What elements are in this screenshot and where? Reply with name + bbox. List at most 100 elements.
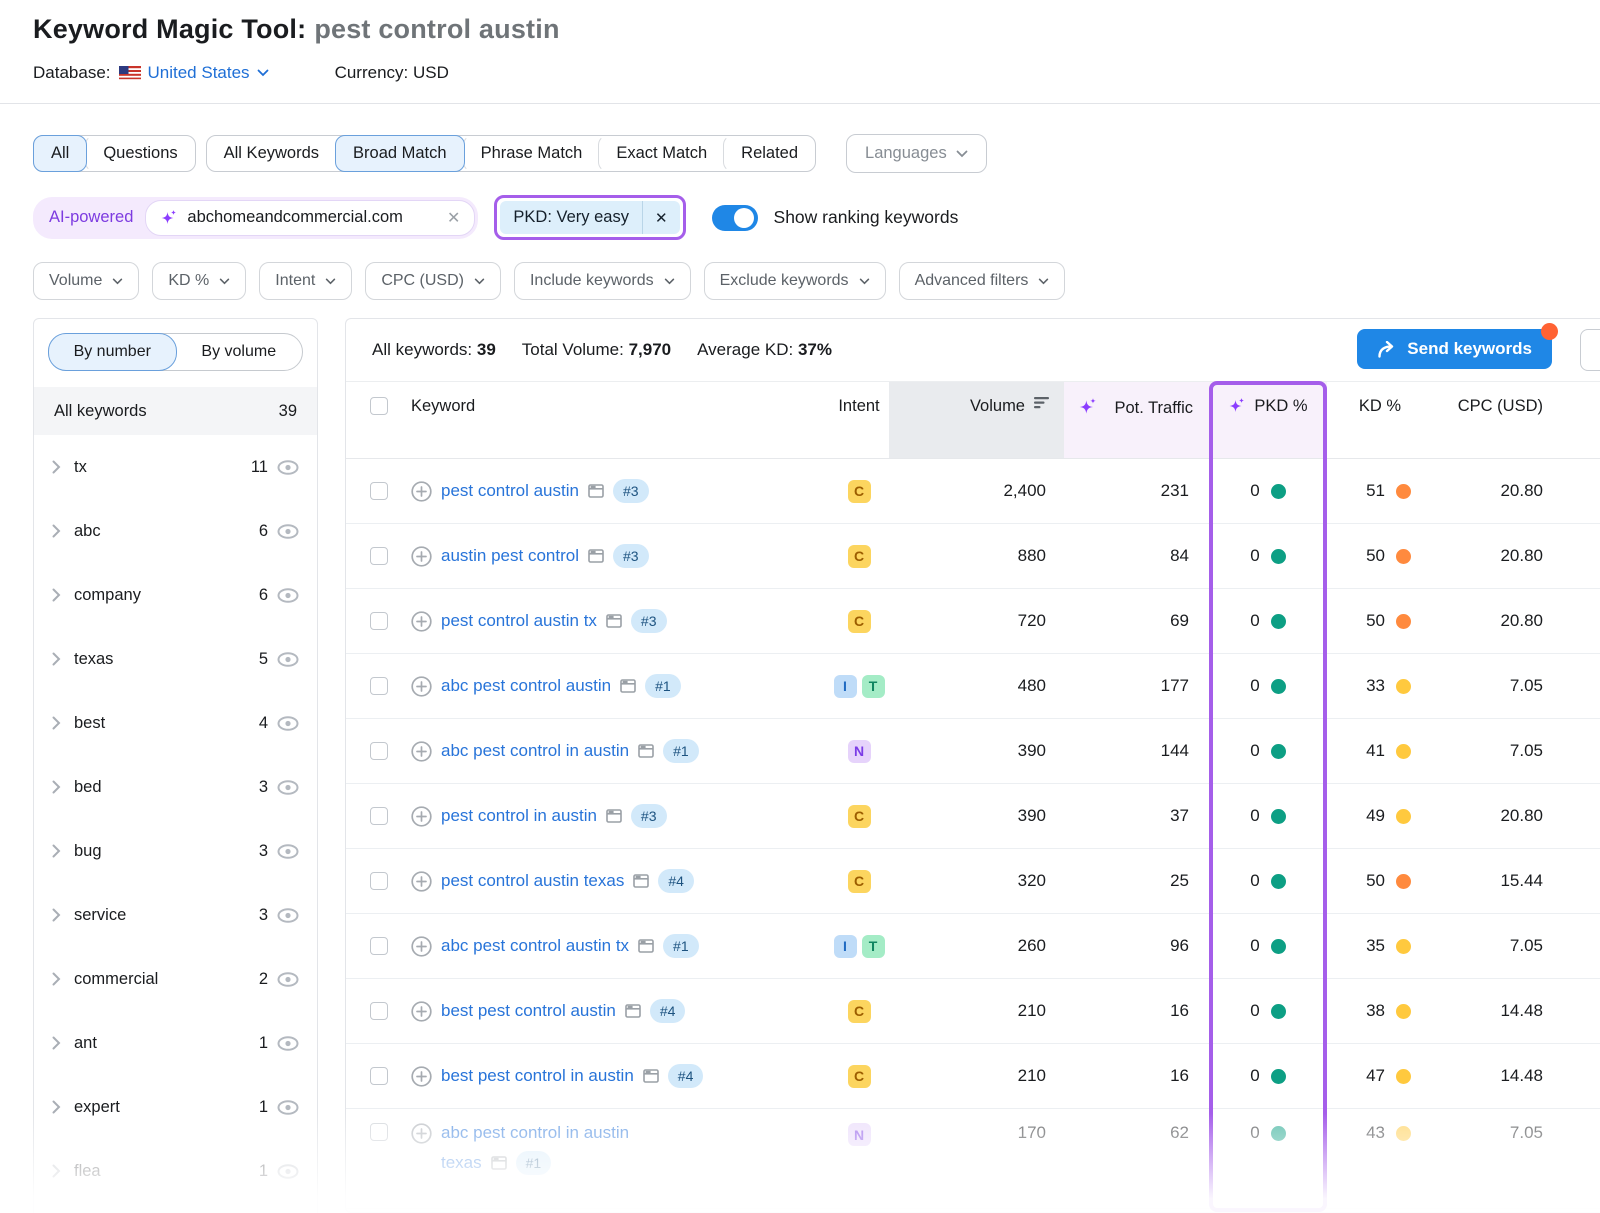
serp-preview-icon[interactable] <box>642 1069 659 1083</box>
row-checkbox[interactable] <box>369 612 388 630</box>
eye-icon[interactable] <box>277 715 299 731</box>
keyword-link[interactable]: abc pest control in austin <box>441 741 630 760</box>
group-item-bed[interactable]: bed 3 <box>34 755 317 819</box>
filter-advanced-filters[interactable]: Advanced filters <box>898 262 1066 300</box>
row-checkbox[interactable] <box>369 807 388 825</box>
add-keyword-icon[interactable] <box>411 480 432 502</box>
database-selector[interactable]: United States <box>148 63 269 83</box>
eye-icon[interactable] <box>277 523 299 539</box>
keyword-link[interactable]: abc pest control in austin <box>441 1123 630 1142</box>
tab-questions[interactable]: Questions <box>85 135 195 172</box>
send-keywords-button[interactable]: Send keywords <box>1357 329 1552 369</box>
column-header-kd[interactable]: KD % <box>1358 397 1401 415</box>
eye-icon[interactable] <box>277 843 299 859</box>
group-item-flea[interactable]: flea 1 <box>34 1139 317 1203</box>
group-item-company[interactable]: company 6 <box>34 563 317 627</box>
row-checkbox[interactable] <box>369 1002 388 1020</box>
group-item-abc[interactable]: abc 6 <box>34 499 317 563</box>
keyword-link[interactable]: pest control in austin <box>441 806 597 825</box>
add-keyword-icon[interactable] <box>411 545 432 567</box>
add-keyword-icon[interactable] <box>411 1065 432 1087</box>
keyword-link[interactable]: pest control austin tx <box>441 611 597 630</box>
group-item-tx[interactable]: tx 11 <box>34 435 317 499</box>
row-checkbox[interactable] <box>369 742 388 760</box>
tab-all-keywords[interactable]: All Keywords <box>206 135 337 172</box>
column-header-intent[interactable]: Intent <box>838 397 880 415</box>
add-keyword-icon[interactable] <box>411 740 432 762</box>
group-item-service[interactable]: service 3 <box>34 883 317 947</box>
keyword-link[interactable]: pest control austin <box>441 481 579 500</box>
add-keyword-icon[interactable] <box>411 870 432 892</box>
group-item-ant[interactable]: ant 1 <box>34 1011 317 1075</box>
row-checkbox[interactable] <box>369 482 388 500</box>
row-checkbox[interactable] <box>369 677 388 695</box>
view-tab-by-volume[interactable]: By volume <box>175 333 304 371</box>
eye-icon[interactable] <box>277 1035 299 1051</box>
add-keyword-icon[interactable] <box>411 805 432 827</box>
eye-icon[interactable] <box>277 459 299 475</box>
view-tab-by-number[interactable]: By number <box>48 333 177 371</box>
column-header-volume[interactable]: Volume <box>889 382 1064 458</box>
keyword-link[interactable]: best pest control austin <box>441 1001 616 1020</box>
eye-icon[interactable] <box>277 587 299 603</box>
filter-kd[interactable]: KD % <box>152 262 247 300</box>
languages-dropdown[interactable]: Languages <box>846 134 987 173</box>
add-keyword-icon[interactable] <box>411 935 432 957</box>
group-item-commercial[interactable]: commercial 2 <box>34 947 317 1011</box>
column-header-keyword[interactable]: Keyword <box>411 397 476 415</box>
filter-intent[interactable]: Intent <box>259 262 353 300</box>
tab-broad-match[interactable]: Broad Match <box>335 135 465 172</box>
remove-pkd-filter-button[interactable]: ✕ <box>643 202 680 234</box>
group-item-expert[interactable]: expert 1 <box>34 1075 317 1139</box>
keyword-link[interactable]: austin pest control <box>441 546 579 565</box>
filter-exclude-keywords[interactable]: Exclude keywords <box>703 262 886 300</box>
serp-preview-icon[interactable] <box>620 679 636 693</box>
add-keyword-icon[interactable] <box>411 675 432 697</box>
keyword-link[interactable]: pest control austin texas <box>441 871 625 890</box>
eye-icon[interactable] <box>277 907 299 923</box>
select-all-checkbox[interactable] <box>369 397 388 415</box>
group-item-bug[interactable]: bug 3 <box>34 819 317 883</box>
tab-related[interactable]: Related <box>723 135 816 172</box>
eye-icon[interactable] <box>277 1163 299 1179</box>
keyword-link[interactable]: abc pest control austin <box>441 676 612 695</box>
row-checkbox[interactable] <box>369 547 388 565</box>
group-item-best[interactable]: best 4 <box>34 691 317 755</box>
pkd-filter-chip[interactable]: PKD: Very easy ✕ <box>500 201 680 234</box>
column-header-cpc[interactable]: CPC (USD) <box>1457 397 1543 415</box>
add-keyword-icon[interactable] <box>411 610 432 632</box>
clear-domain-button[interactable]: ✕ <box>446 209 461 227</box>
serp-preview-icon[interactable] <box>638 744 654 758</box>
partial-edge-button[interactable] <box>1580 329 1600 371</box>
tab-all[interactable]: All <box>33 135 88 172</box>
row-checkbox[interactable] <box>369 872 388 890</box>
eye-icon[interactable] <box>277 779 299 795</box>
add-keyword-icon[interactable] <box>411 1000 432 1022</box>
filter-volume[interactable]: Volume <box>33 262 140 300</box>
column-header-pkd[interactable]: PKD % <box>1209 382 1327 458</box>
serp-preview-icon[interactable] <box>625 1004 641 1018</box>
keyword-link[interactable]: abc pest control austin tx <box>441 936 630 955</box>
row-checkbox[interactable] <box>369 937 388 955</box>
show-ranking-keywords-toggle[interactable] <box>711 204 758 231</box>
serp-preview-icon[interactable] <box>633 874 650 888</box>
add-keyword-icon[interactable] <box>411 1123 432 1144</box>
keyword-link-line2[interactable]: texas <box>441 1153 482 1172</box>
serp-preview-icon[interactable] <box>606 614 622 628</box>
serp-preview-icon[interactable] <box>606 809 622 823</box>
eye-icon[interactable] <box>277 1099 299 1115</box>
all-keywords-group[interactable]: All keywords 39 <box>34 387 317 435</box>
eye-icon[interactable] <box>277 971 299 987</box>
row-checkbox[interactable] <box>369 1123 388 1141</box>
serp-preview-icon[interactable] <box>588 549 604 563</box>
serp-preview-icon[interactable] <box>490 1156 507 1170</box>
tab-phrase-match[interactable]: Phrase Match <box>462 135 601 172</box>
serp-preview-icon[interactable] <box>638 939 654 953</box>
domain-input[interactable]: abchomeandcommercial.com ✕ <box>145 199 476 236</box>
filter-include-keywords[interactable]: Include keywords <box>513 262 691 300</box>
filter-cpc-usd[interactable]: CPC (USD) <box>365 262 501 300</box>
keyword-link[interactable]: best pest control in austin <box>441 1066 634 1085</box>
eye-icon[interactable] <box>277 651 299 667</box>
group-item-texas[interactable]: texas 5 <box>34 627 317 691</box>
serp-preview-icon[interactable] <box>588 484 604 498</box>
